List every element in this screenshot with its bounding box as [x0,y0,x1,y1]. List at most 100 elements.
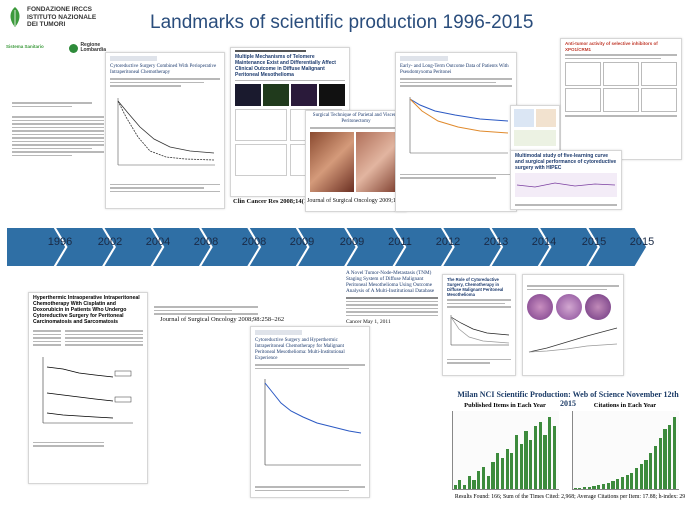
bar [462,484,467,489]
paper-title: Early- and Long-Term Outcome Data of Pat… [400,64,509,75]
bar [578,487,582,489]
citations-chart-title: Citations in Each Year [593,402,657,409]
paper-title: The Role of Cytoreductive Surgery, Chemo… [447,277,504,297]
bar [529,439,533,489]
logo-line-1: FONDAZIONE IRCCS [27,6,92,13]
paper-2009-survival: Cytoreductive Surgery and Hyperthermic I… [250,326,370,498]
paper-title: Cytoreductive Surgery Combined With Peri… [110,64,217,75]
paper-2002-hipec: Hyperthermic Intraoperative Intraperiton… [28,292,148,484]
year-label: 2002 [97,236,123,248]
timeline-arrow [5,226,649,268]
bar [533,426,538,489]
bar [505,448,509,489]
bar [649,453,653,489]
paper-2011-tnm: A Novel Tumor-Node-Metastasis (TNM) Stag… [342,268,442,358]
bar [653,445,658,489]
bar [500,457,504,489]
concentration-chart [42,356,133,423]
year-label: 2012 [435,236,461,248]
year-label: 2015 [581,236,607,248]
paper-2012: Anti-tumor activity of selective inhibit… [560,38,682,160]
published-chart: Published Items in Each Year [450,402,560,490]
leaf-logo-icon [6,6,24,28]
year-label: 2009 [339,236,365,248]
logo-line-3: DEI TUMORI [27,21,66,28]
timeline-years: 1996 2002 2004 2008 2008 2009 2009 2011 … [0,236,692,258]
bar [519,444,523,489]
sistema-sanitario: Sistema Sanitario [6,43,44,49]
bar [472,480,476,489]
bar [620,476,624,489]
paper-2013-figure [510,105,560,151]
bar [510,453,514,489]
paper-2015-bottom [522,274,624,376]
year-label: 2013 [483,236,509,248]
caption-clin-cancer-res: Clin Cancer Res 2008;14(13) July 1, 2008 [233,198,348,205]
survival-curve-chart [264,379,362,466]
wos-summary: Results Found: 166; Sum of the Times Cit… [454,494,686,500]
cell-culture-images [527,294,619,320]
bar [672,417,676,489]
survival-curve-chart [450,314,510,345]
paper-title: A Novel Tumor-Node-Metastasis (TNM) Stag… [346,270,435,294]
bar [601,483,606,489]
bar [453,484,457,489]
bar [663,429,667,489]
bar [606,482,610,489]
bar [625,474,629,489]
survival-curve-chart [117,97,215,165]
year-label: 2011 [388,236,412,248]
paper-2011: Early- and Long-Term Outcome Data of Pat… [395,52,517,212]
institute-logo: FONDAZIONE IRCCS ISTITUTO NAZIONALE DEI … [6,6,106,61]
year-label: 2014 [531,236,557,248]
paper-2008-surgical: Surgical Technique of Parietal and Visce… [305,110,407,212]
caption-surg-onc-2009: Journal of Surgical Oncology 2009;100:32… [307,198,425,204]
paper-2002: Cytoreductive Surgery Combined With Peri… [105,52,225,209]
bar [639,464,643,489]
region-line-1: Regione [80,41,101,48]
year-label: 2004 [145,236,171,248]
bar [552,426,556,489]
citations-chart: Citations in Each Year [570,402,680,490]
paper-title: Surgical Technique of Parietal and Visce… [312,113,400,124]
paper-title: Hyperthermic Intraoperative Intraperiton… [33,295,140,325]
bar [477,471,481,489]
bar [481,466,486,489]
paper-title: Anti-tumor activity of selective inhibit… [565,41,658,52]
year-label: 2008 [193,236,219,248]
bar [467,475,471,489]
paper-2008-bottom [150,296,280,316]
published-chart-title: Published Items in Each Year [464,402,546,409]
bar [543,435,547,489]
bar [548,417,552,489]
surgical-photos [310,131,402,192]
bar [634,468,639,489]
bar [538,421,542,489]
wos-title: Milan NCI Scientific Production: Web of … [457,390,679,408]
bar [587,486,591,489]
bar [458,480,462,489]
paper-title: Cytoreductive Surgery and Hyperthermic I… [255,338,345,361]
year-label: 2009 [289,236,315,248]
growth-chart [528,327,618,353]
bar [616,478,620,489]
bar [514,435,519,489]
bar [611,480,615,489]
caption-cancer: Cancer May 1, 2011 [346,319,391,325]
bar [658,437,662,489]
region-rose-icon [69,43,79,53]
caption-surg-onc-2008: Journal of Surgical Oncology 2008;98:258… [160,316,285,323]
bar [491,462,495,489]
region-line-2: Lombardia [80,47,106,53]
page-title: Landmarks of scientific production 1996-… [150,12,534,33]
bar [573,487,577,489]
year-label: 2015 [629,236,655,248]
year-label: 1996 [47,236,73,248]
year-label: 2008 [241,236,267,248]
bar [524,430,528,489]
bar [597,484,601,489]
microscopy-images [235,84,345,106]
timeline-segment [585,226,649,268]
survival-curve-chart [409,96,509,153]
paper-1996-text [8,100,108,208]
